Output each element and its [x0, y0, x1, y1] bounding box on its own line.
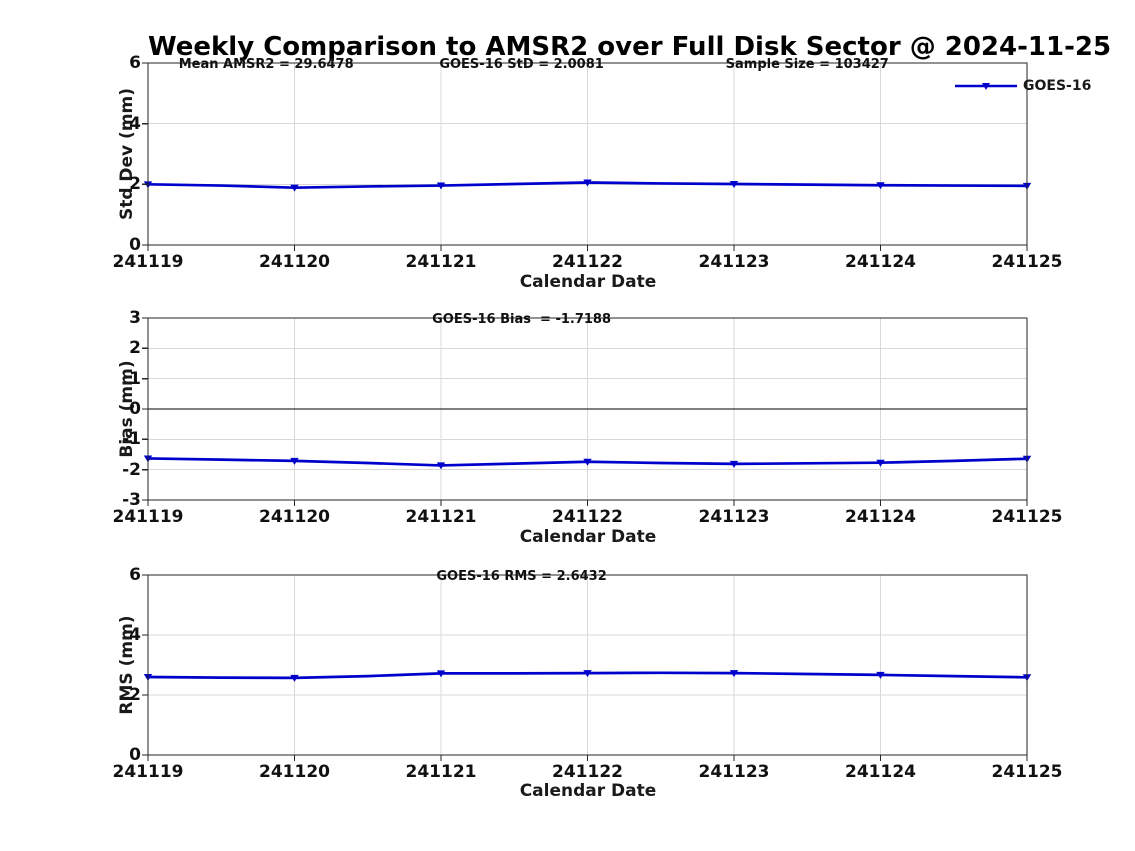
y-tick-label: 6 — [129, 53, 141, 73]
x-tick-label: 241124 — [845, 507, 916, 527]
x-tick-label: 241120 — [259, 507, 330, 527]
x-tick-label: 241125 — [991, 507, 1063, 527]
y-tick-label: 6 — [129, 565, 141, 585]
x-tick-label: 241120 — [259, 762, 330, 782]
x-tick-label: 241125 — [991, 762, 1063, 782]
x-tick-label: 241122 — [552, 252, 623, 272]
x-tick-label: 241121 — [405, 507, 477, 527]
x-tick-label: 241125 — [991, 252, 1063, 272]
x-tick-label: 241124 — [845, 762, 916, 782]
x-tick-label: 241123 — [698, 507, 770, 527]
x-tick-label: 241122 — [552, 762, 623, 782]
bias-x-axis-label: Calendar Date — [519, 527, 657, 547]
y-tick-label: 0 — [129, 745, 141, 765]
y-tick-label: 2 — [129, 174, 141, 195]
y-tick-label: -2 — [122, 459, 141, 480]
x-tick-label: 241120 — [259, 252, 330, 272]
bias-annotation-0: GOES-16 Bias = -1.7188 — [432, 312, 612, 327]
x-tick-label: 241123 — [698, 252, 770, 272]
stddev-annotation-1: GOES-16 StD = 2.0081 — [439, 57, 604, 72]
rms-x-axis-label: Calendar Date — [519, 781, 657, 801]
legend-label: GOES-16 — [1023, 78, 1092, 94]
x-tick-label: 241121 — [405, 252, 477, 272]
y-tick-label: 2 — [129, 338, 141, 359]
x-tick-label: 241123 — [698, 762, 770, 782]
y-tick-label: 1 — [129, 368, 141, 389]
y-tick-label: 0 — [129, 399, 141, 419]
rms-annotation-0: GOES-16 RMS = 2.6432 — [436, 569, 607, 584]
stddev-y-axis-label: Std Dev (mm) — [117, 87, 137, 221]
y-tick-label: 0 — [129, 235, 141, 255]
y-tick-label: -1 — [122, 429, 141, 450]
x-tick-label: 241119 — [112, 762, 184, 782]
stddev-annotation-2: Sample Size = 103427 — [725, 57, 889, 72]
stddev-annotation-0: Mean AMSR2 = 29.6478 — [178, 57, 354, 72]
y-tick-label: 2 — [129, 685, 141, 705]
x-tick-label: 241124 — [845, 252, 916, 272]
y-tick-label: -3 — [122, 490, 141, 510]
x-tick-label: 241119 — [112, 507, 184, 527]
figure-title: Weekly Comparison to AMSR2 over Full Dis… — [148, 32, 1112, 62]
x-tick-label: 241119 — [112, 252, 184, 272]
stddev-x-axis-label: Calendar Date — [519, 272, 657, 292]
x-tick-label: 241121 — [405, 762, 477, 782]
legend-line-sample-icon — [955, 83, 1017, 90]
y-tick-label: 4 — [129, 625, 141, 645]
y-tick-label: 3 — [129, 308, 141, 328]
y-tick-label: 4 — [129, 113, 141, 134]
x-tick-label: 241122 — [552, 507, 623, 527]
